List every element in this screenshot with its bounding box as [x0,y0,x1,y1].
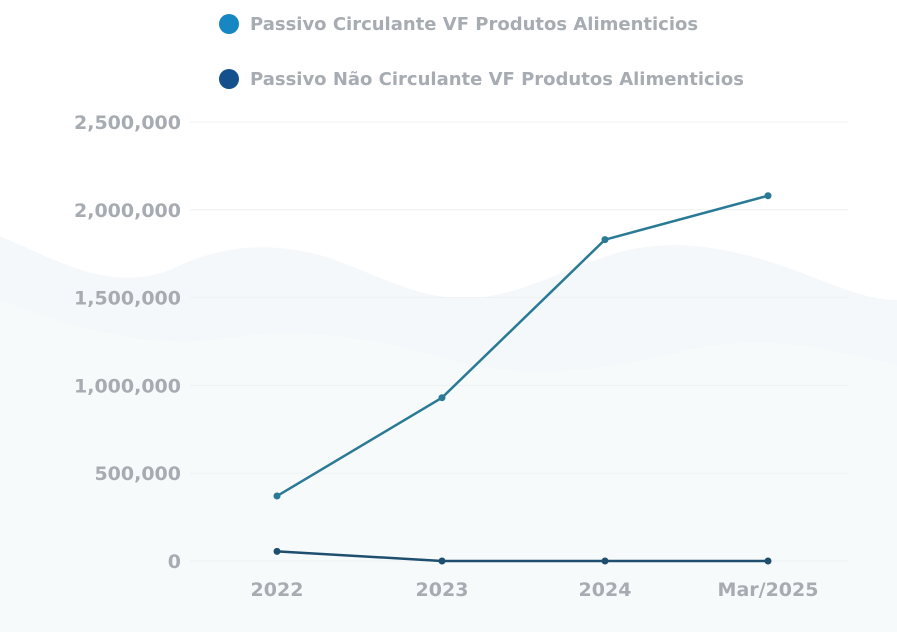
legend-label-series-1: Passivo Circulante VF Produtos Alimentic… [250,14,698,35]
y-tick-label: 0 [168,551,181,573]
legend-label-series-2: Passivo Não Circulante VF Produtos Alime… [250,69,744,90]
x-tick-label: 2022 [251,579,304,601]
y-tick-label: 2,000,000 [74,200,181,222]
y-tick-label: 1,000,000 [74,375,181,397]
data-point-series-2[interactable] [764,557,772,565]
legend-marker-series-2 [219,69,239,89]
y-tick-label: 500,000 [94,463,181,485]
y-tick-label: 1,500,000 [74,288,181,310]
legend: Passivo Circulante VF Produtos Alimentic… [219,14,744,90]
data-point-series-1[interactable] [438,394,446,402]
legend-item-series-2[interactable]: Passivo Não Circulante VF Produtos Alime… [219,69,744,90]
data-point-series-2[interactable] [273,547,281,555]
data-point-series-1[interactable] [273,492,281,500]
x-tick-label: 2023 [416,579,469,601]
data-point-series-2[interactable] [438,557,446,565]
data-point-series-1[interactable] [764,192,772,200]
background-waves [0,236,897,632]
x-axis-ticks: 2022 2023 2024 Mar/2025 [251,579,819,601]
x-tick-label: Mar/2025 [718,579,819,601]
y-tick-label: 2,500,000 [74,112,181,134]
legend-item-series-1[interactable]: Passivo Circulante VF Produtos Alimentic… [219,14,698,35]
series-line-1 [276,194,769,498]
legend-marker-series-1 [219,14,239,34]
data-point-series-1[interactable] [601,236,609,244]
data-point-series-2[interactable] [601,557,609,565]
series-line-2 [276,550,768,563]
y-axis-ticks: 2,500,000 2,000,000 1,500,000 1,000,000 500,… [74,112,181,573]
x-tick-label: 2024 [579,579,632,601]
series-lines [273,192,772,565]
